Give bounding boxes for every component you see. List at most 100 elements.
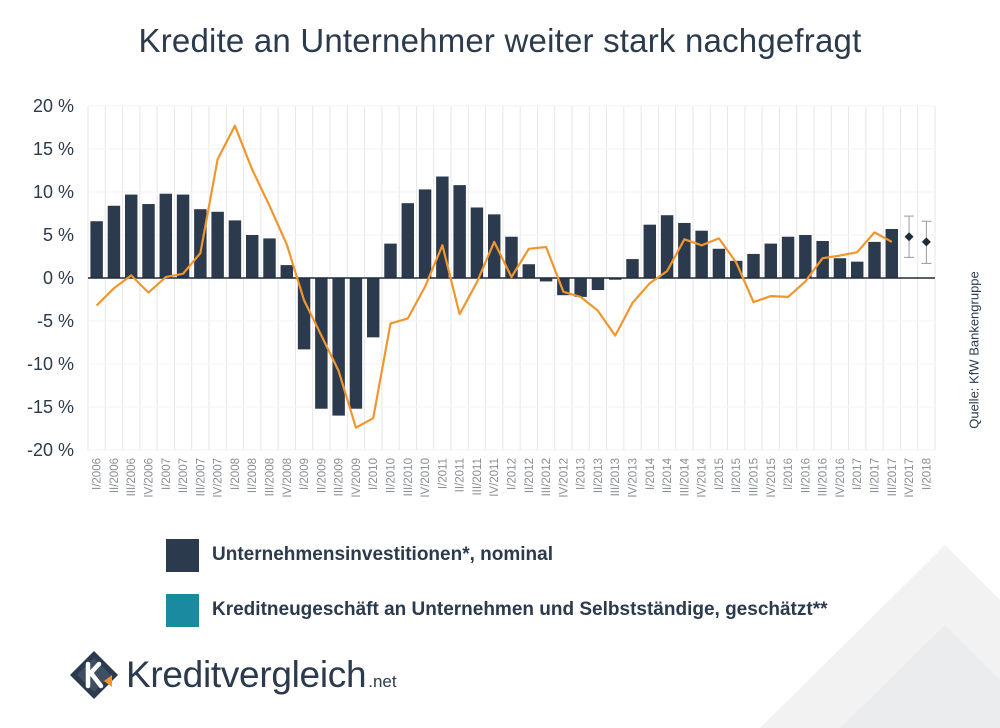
bar xyxy=(729,260,743,278)
x-tick-label: III/2009 xyxy=(334,458,346,496)
x-tick-label: III/2014 xyxy=(679,457,691,496)
bar xyxy=(660,215,674,278)
bar xyxy=(850,261,864,278)
x-tick-label: IV/2007 xyxy=(213,458,225,498)
bar xyxy=(764,243,778,278)
x-tick-label: III/2012 xyxy=(541,458,553,496)
bar xyxy=(591,278,605,291)
x-tick-label: IV/2012 xyxy=(558,458,570,498)
x-tick-label: III/2010 xyxy=(403,458,415,496)
x-tick-label: IV/2016 xyxy=(835,458,847,498)
bar xyxy=(539,278,553,282)
x-tick-label: III/2016 xyxy=(818,458,830,496)
bar xyxy=(211,211,224,278)
x-tick-label: II/2014 xyxy=(662,457,674,493)
bar xyxy=(142,204,155,278)
x-tick-label: III/2007 xyxy=(195,458,207,496)
bar xyxy=(868,241,881,278)
bar xyxy=(643,224,657,278)
bar xyxy=(176,194,190,278)
chart-title: Kredite an Unternehmer weiter stark nach… xyxy=(138,22,862,59)
brand-k-icon xyxy=(70,651,118,699)
x-tick-label: IV/2013 xyxy=(628,458,640,498)
forecast-point xyxy=(921,237,931,247)
x-tick-label: I/2011 xyxy=(437,458,449,489)
x-tick-label: III/2011 xyxy=(472,458,484,496)
x-tick-label: II/2017 xyxy=(870,458,882,493)
x-tick-label: IV/2006 xyxy=(144,458,156,498)
bar xyxy=(781,236,795,278)
x-tick-label: III/2006 xyxy=(126,458,138,496)
bar xyxy=(107,205,121,278)
legend-label-loans: Kreditneugeschäft an Unternehmen und Sel… xyxy=(212,599,828,620)
x-tick-label: III/2015 xyxy=(749,458,761,496)
bar xyxy=(194,209,207,278)
y-tick-label: -5 % xyxy=(37,311,74,331)
x-tick-label: I/2013 xyxy=(576,458,588,490)
x-tick-label: II/2011 xyxy=(455,458,467,492)
brand-tld: .net xyxy=(368,672,397,691)
line-series-loans xyxy=(95,124,893,429)
bar xyxy=(263,238,276,278)
x-tick-label: II/2009 xyxy=(316,458,328,493)
x-tick-label: III/2008 xyxy=(265,458,277,496)
bar xyxy=(332,278,345,416)
bar xyxy=(245,235,259,278)
x-tick-label: II/2012 xyxy=(524,458,536,493)
x-tick-label: III/2017 xyxy=(887,458,899,496)
x-tick-label: I/2010 xyxy=(368,458,380,490)
bar xyxy=(315,278,328,409)
bar xyxy=(626,259,639,278)
x-tick-label: I/2007 xyxy=(161,458,173,490)
y-tick-label: 20 % xyxy=(33,96,74,116)
bar xyxy=(124,194,138,278)
legend-item-investments: Unternehmensinvestitionen*, nominal xyxy=(166,538,553,572)
bar xyxy=(678,222,691,278)
y-tick-label: 10 % xyxy=(33,182,74,202)
legend-swatch-investments xyxy=(166,538,199,572)
bar xyxy=(833,258,847,278)
bar xyxy=(747,253,760,278)
bar xyxy=(159,193,173,278)
bar xyxy=(349,278,363,409)
bar xyxy=(799,235,812,278)
bar xyxy=(401,203,415,278)
x-tick-label: II/2007 xyxy=(178,458,190,493)
y-tick-label: -15 % xyxy=(27,397,74,417)
y-tick-label: 0 % xyxy=(43,268,74,288)
y-tick-label: -10 % xyxy=(27,354,74,374)
bar xyxy=(712,248,726,278)
source-label: Quelle: KfW Bankengruppe xyxy=(966,271,982,429)
x-tick-label: I/2009 xyxy=(299,458,311,490)
x-tick-label: II/2010 xyxy=(386,458,398,493)
x-tick-label: IV/2015 xyxy=(766,458,778,498)
x-tick-label: I/2014 xyxy=(645,457,657,490)
bar xyxy=(608,278,622,280)
brand-logo: Kreditvergleich .net xyxy=(68,650,397,700)
bar xyxy=(522,264,536,278)
y-tick-label: -20 % xyxy=(27,440,74,460)
y-tick-label: 5 % xyxy=(43,225,74,245)
brand-name: Kreditvergleich xyxy=(126,654,367,695)
x-tick-label: I/2008 xyxy=(230,458,242,490)
x-tick-label: II/2016 xyxy=(800,458,812,493)
x-tick-label: IV/2017 xyxy=(904,458,916,498)
bar xyxy=(418,189,432,278)
x-tick-label: IV/2014 xyxy=(697,457,709,497)
bar xyxy=(90,221,103,278)
x-tick-label: IV/2008 xyxy=(282,458,294,498)
bar xyxy=(574,278,587,297)
bar xyxy=(695,230,708,278)
x-tick-label: I/2017 xyxy=(852,458,864,490)
x-tick-label: I/2006 xyxy=(92,458,104,490)
legend-label-investments: Unternehmensinvestitionen*, nominal xyxy=(212,544,553,565)
x-tick-label: I/2018 xyxy=(921,458,933,490)
bar xyxy=(505,236,518,278)
x-tick-label: II/2008 xyxy=(247,458,259,493)
x-tick-label: I/2012 xyxy=(507,458,519,490)
bar xyxy=(297,278,311,350)
legend-swatch-loans xyxy=(166,593,199,627)
x-tick-label: IV/2009 xyxy=(351,458,363,498)
x-tick-label: II/2015 xyxy=(731,458,743,493)
